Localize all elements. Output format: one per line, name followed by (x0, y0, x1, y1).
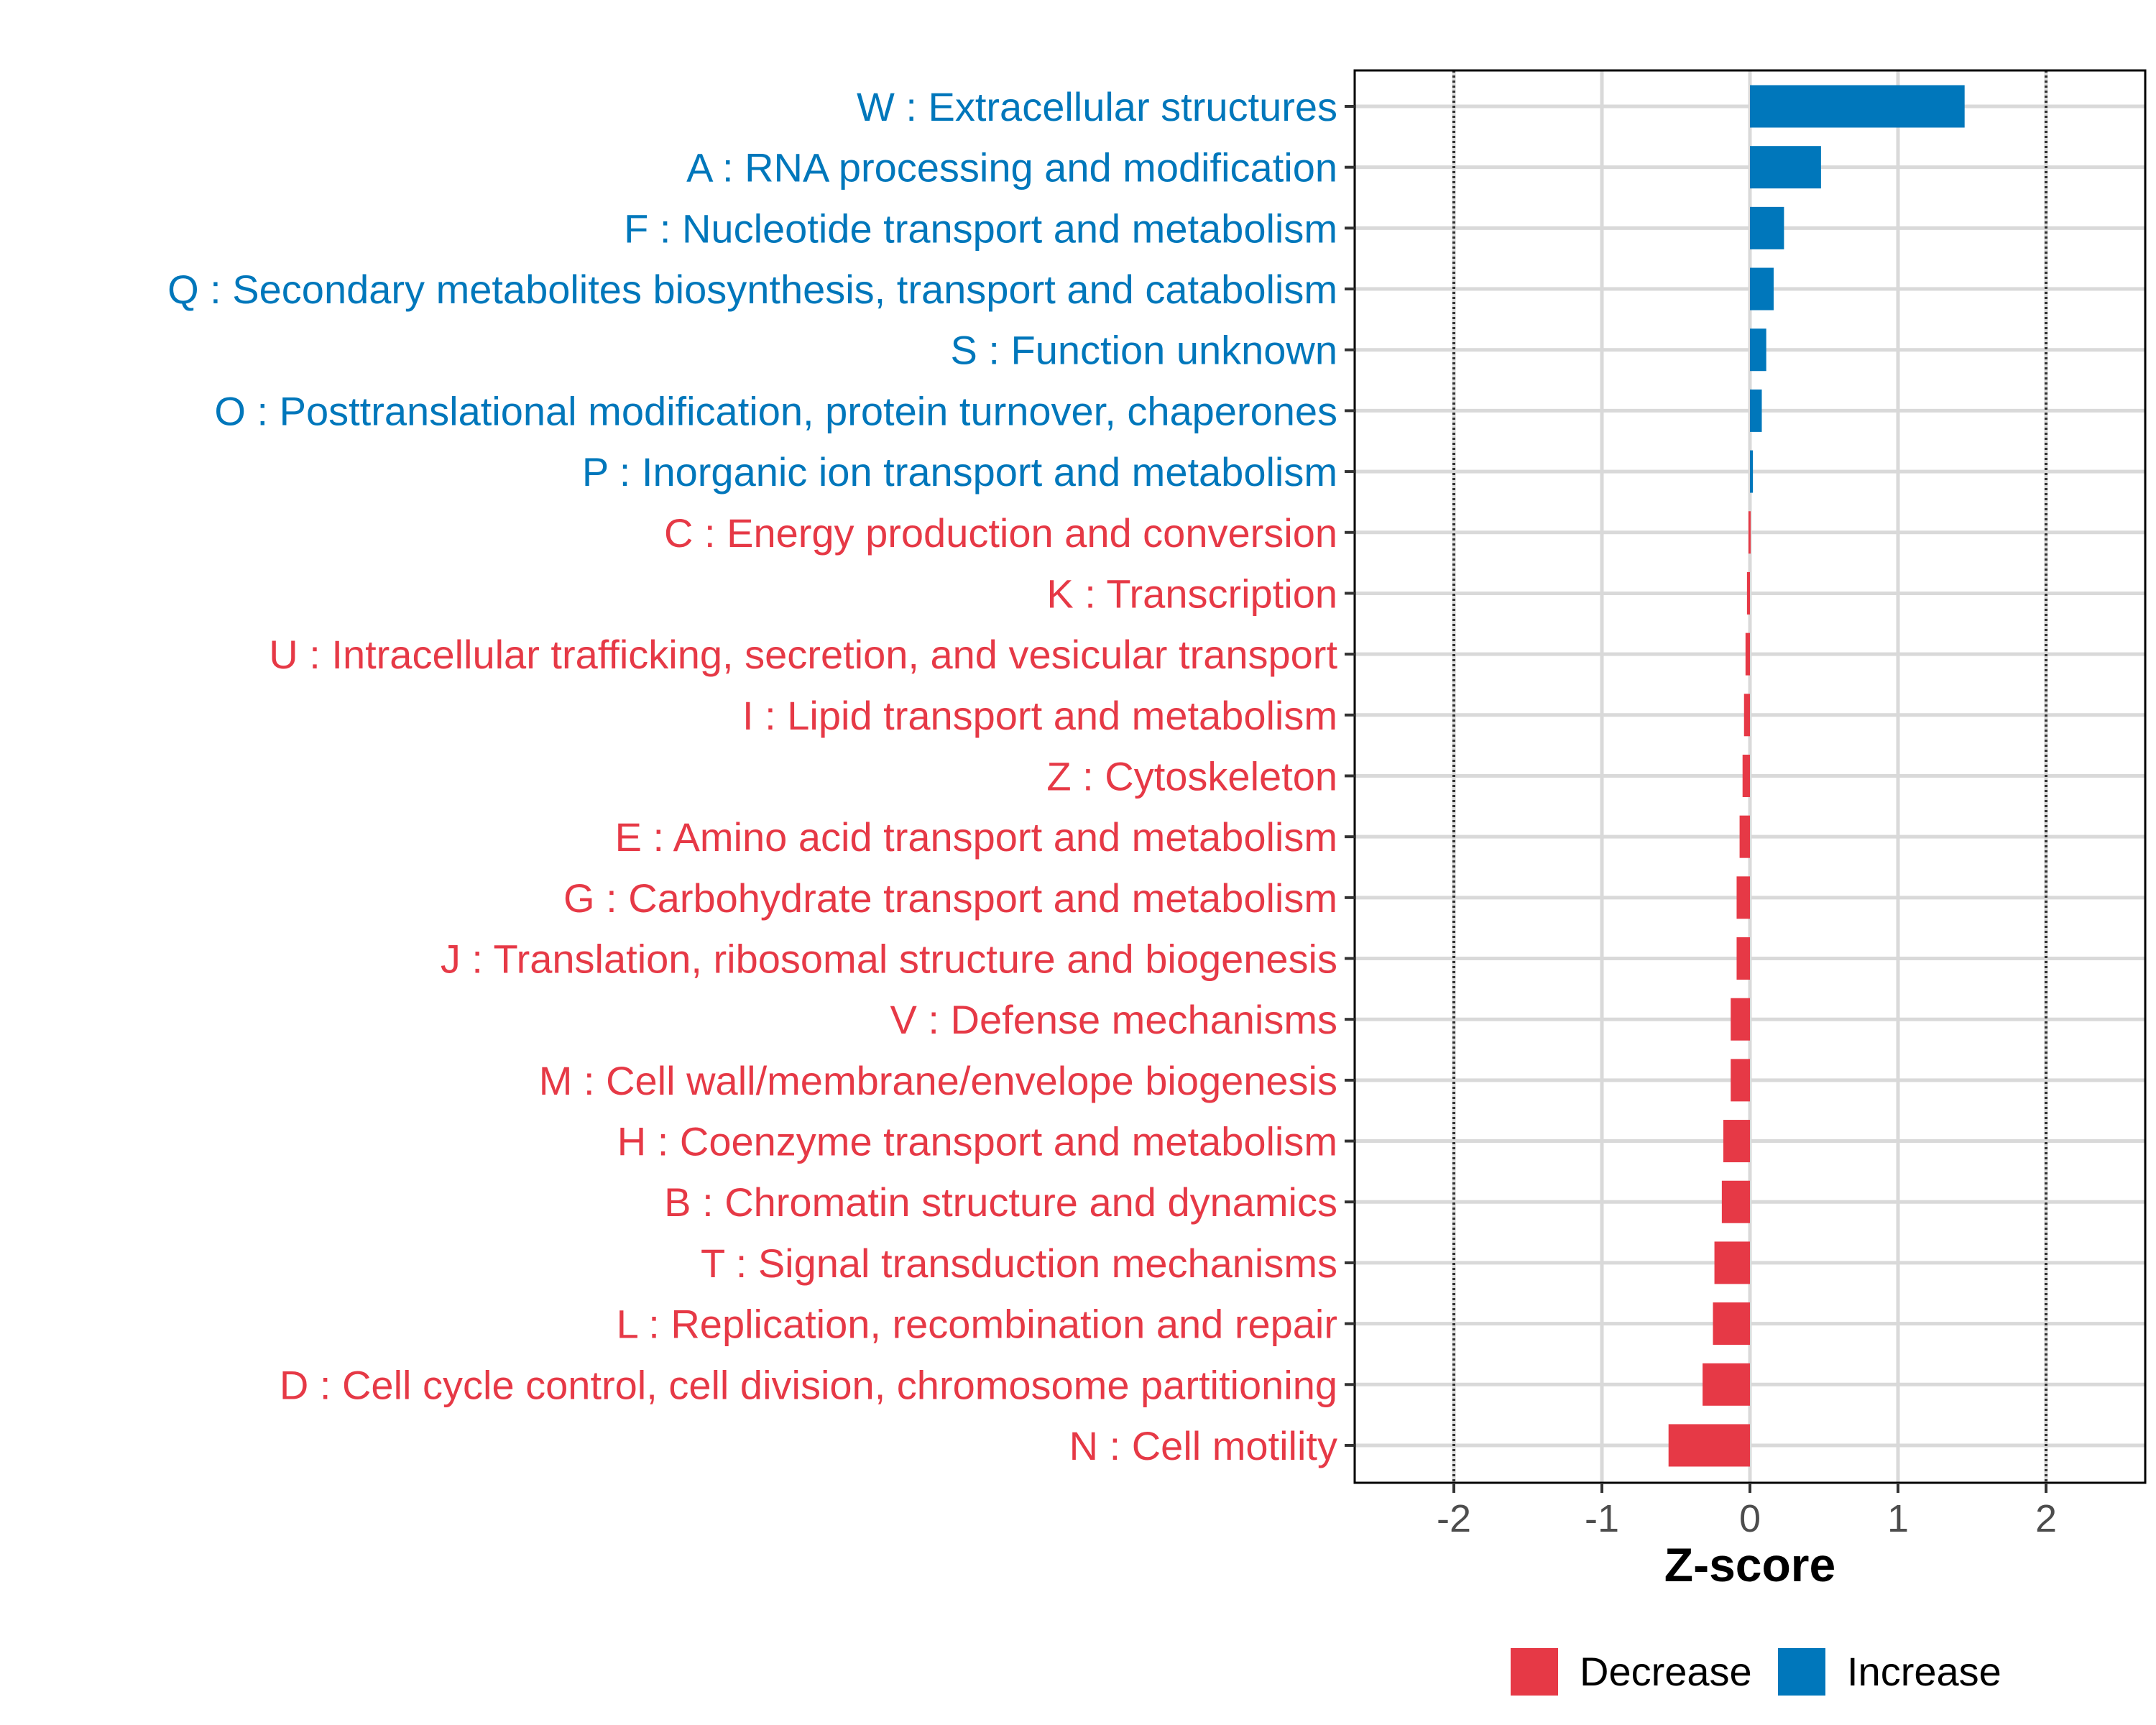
bar (1742, 754, 1750, 797)
category-label: K : Transcription (1046, 571, 1337, 616)
category-label: P : Inorganic ion transport and metaboli… (582, 449, 1337, 494)
category-label: T : Signal transduction mechanisms (701, 1241, 1337, 1286)
bar (1750, 450, 1754, 493)
category-label: V : Defense mechanisms (890, 997, 1337, 1042)
bar (1745, 632, 1750, 676)
bar (1703, 1363, 1750, 1406)
category-label: N : Cell motility (1069, 1423, 1337, 1468)
bar (1750, 85, 1965, 128)
category-label: S : Function unknown (950, 328, 1337, 373)
bar (1750, 206, 1784, 249)
reference-lines (1452, 70, 2047, 1483)
bar (1721, 1180, 1750, 1223)
bar (1750, 389, 1762, 432)
legend-swatch-decrease (1511, 1648, 1558, 1696)
bar (1714, 1241, 1750, 1284)
bar (1668, 1424, 1750, 1467)
category-label: C : Energy production and conversion (664, 510, 1337, 556)
x-tick-label: 1 (1887, 1497, 1909, 1540)
category-label: I : Lipid transport and metabolism (742, 693, 1337, 738)
category-label: U : Intracellular trafficking, secretion… (269, 632, 1337, 677)
category-label: A : RNA processing and modification (686, 145, 1337, 190)
category-label: O : Posttranslational modification, prot… (214, 388, 1337, 433)
category-label: M : Cell wall/membrane/envelope biogenes… (539, 1058, 1337, 1103)
category-label: H : Coenzyme transport and metabolism (617, 1119, 1337, 1164)
category-label: B : Chromatin structure and dynamics (664, 1179, 1337, 1225)
bar (1736, 937, 1750, 980)
category-label: Q : Secondary metabolites biosynthesis, … (167, 267, 1337, 312)
bar (1750, 146, 1821, 189)
category-label: D : Cell cycle control, cell division, c… (280, 1362, 1337, 1407)
category-label: L : Replication, recombination and repai… (617, 1302, 1337, 1347)
bars (1668, 85, 1965, 1467)
bar (1746, 571, 1750, 615)
bar (1750, 328, 1766, 372)
legend-swatch-increase (1778, 1648, 1825, 1696)
category-label: J : Translation, ribosomal structure and… (441, 937, 1337, 982)
y-axis-category-labels: W : Extracellular structures A : RNA proc… (167, 84, 1337, 1468)
x-axis-title: Z-score (1664, 1538, 1835, 1591)
legend-label-increase: Increase (1847, 1649, 2001, 1694)
bar (1731, 998, 1750, 1041)
x-tick-label: -1 (1585, 1497, 1619, 1540)
bar (1743, 694, 1750, 737)
category-label: E : Amino acid transport and metabolism (615, 814, 1337, 860)
bar (1713, 1302, 1750, 1346)
bar (1739, 815, 1750, 858)
x-tick-label: -2 (1437, 1497, 1471, 1540)
x-tick-label: 0 (1739, 1497, 1761, 1540)
y-axis-ticks (1345, 105, 1355, 1447)
legend-label-decrease: Decrease (1580, 1649, 1752, 1694)
bar (1750, 267, 1774, 310)
category-label: F : Nucleotide transport and metabolism (624, 206, 1337, 251)
x-tick-label: 2 (2035, 1497, 2057, 1540)
legend: Decrease Increase (1511, 1648, 2001, 1696)
x-axis-ticks: -2 -1 0 1 2 (1437, 1483, 2057, 1540)
category-label: W : Extracellular structures (857, 84, 1337, 129)
bar (1723, 1120, 1750, 1163)
category-label: Z : Cytoskeleton (1046, 753, 1337, 799)
bar (1736, 876, 1750, 919)
bar (1748, 511, 1751, 554)
category-label: G : Carbohydrate transport and metabolis… (563, 875, 1337, 921)
bar (1731, 1059, 1750, 1102)
